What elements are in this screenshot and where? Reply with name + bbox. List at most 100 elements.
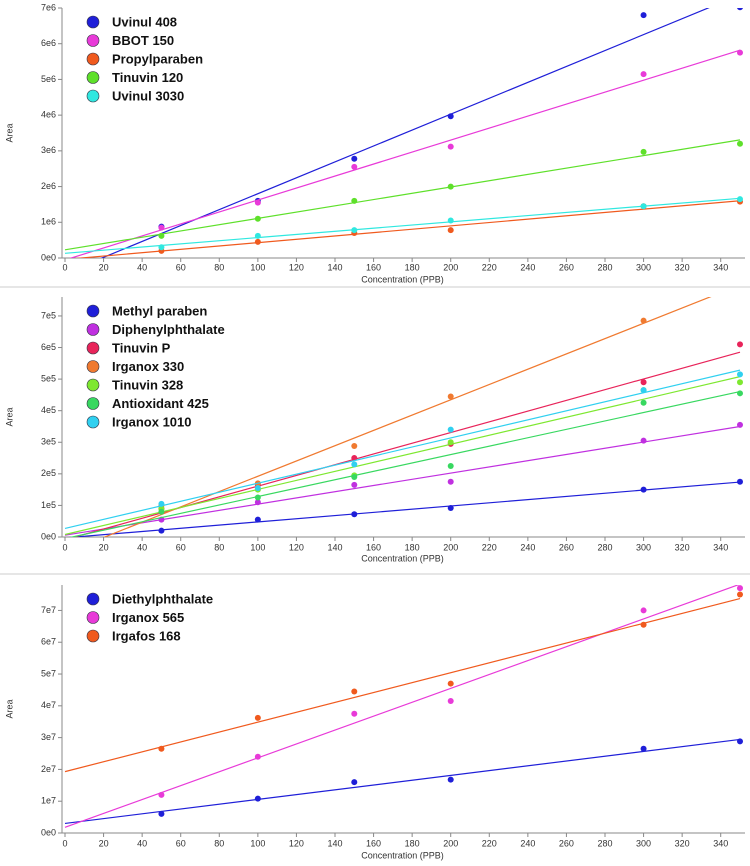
- legend-marker: [86, 89, 100, 103]
- data-point: [447, 504, 454, 511]
- legend-label: Irgafos 168: [112, 628, 181, 643]
- data-point: [351, 474, 358, 480]
- legend-marker: [86, 397, 100, 410]
- data-point: [254, 795, 261, 802]
- x-tick-label: 120: [289, 542, 304, 552]
- x-tick-label: 300: [636, 542, 651, 552]
- data-point: [737, 591, 743, 598]
- x-tick-label: 300: [636, 838, 651, 848]
- data-point: [254, 494, 261, 501]
- y-tick-label: 6e7: [41, 637, 56, 647]
- x-tick-label: 80: [214, 262, 224, 272]
- data-point: [351, 455, 358, 462]
- data-point: [254, 199, 261, 206]
- legend-label: Diphenylphthalate: [112, 322, 225, 337]
- data-point: [737, 421, 743, 428]
- data-point: [351, 511, 358, 518]
- legend-label: Uvinul 408: [112, 14, 177, 29]
- y-axis-label: Area: [4, 123, 14, 142]
- data-point: [737, 49, 743, 56]
- data-point: [447, 227, 454, 234]
- y-tick-label: 7e5: [41, 310, 56, 320]
- legend-marker: [86, 592, 100, 606]
- y-tick-label: 3e6: [41, 145, 56, 155]
- y-tick-label: 4e5: [41, 405, 56, 415]
- data-point: [447, 183, 454, 190]
- fit-line: [74, 200, 741, 258]
- x-tick-label: 260: [559, 542, 574, 552]
- data-point: [640, 387, 647, 394]
- y-tick-label: 5e5: [41, 373, 56, 383]
- data-point: [158, 508, 165, 515]
- x-tick-label: 40: [137, 838, 147, 848]
- y-tick-label: 1e6: [41, 217, 56, 227]
- legend-label: Tinuvin 120: [112, 70, 183, 85]
- x-tick-label: 240: [520, 542, 535, 552]
- data-point: [254, 215, 261, 222]
- y-tick-label: 2e6: [41, 181, 56, 191]
- legend-marker: [86, 34, 100, 47]
- x-tick-label: 160: [366, 838, 381, 848]
- legend-label: Irganox 1010: [112, 414, 192, 429]
- x-tick-label: 180: [405, 262, 420, 272]
- y-axis-label: Area: [4, 699, 14, 718]
- y-tick-label: 2e7: [41, 764, 56, 774]
- legend-marker: [86, 304, 100, 318]
- y-axis-label: Area: [4, 407, 14, 426]
- x-tick-label: 40: [137, 262, 147, 272]
- legend-marker: [86, 611, 100, 624]
- y-tick-label: 6e5: [41, 342, 56, 352]
- legend-marker: [86, 415, 100, 429]
- x-tick-label: 140: [327, 838, 342, 848]
- legend-label: Tinuvin 328: [112, 377, 183, 392]
- fit-line: [64, 597, 741, 773]
- legend-label: Uvinul 3030: [112, 88, 184, 103]
- data-point: [447, 426, 454, 433]
- data-point: [351, 710, 358, 717]
- y-tick-label: 7e7: [41, 605, 56, 615]
- fit-line: [68, 481, 741, 537]
- data-point: [351, 155, 358, 162]
- data-point: [447, 113, 454, 120]
- data-point: [640, 399, 647, 406]
- x-tick-label: 20: [99, 838, 109, 848]
- fit-line: [64, 369, 741, 530]
- fit-line: [64, 139, 741, 251]
- y-tick-label: 3e5: [41, 437, 56, 447]
- data-point: [254, 714, 261, 721]
- plot-area: [64, 297, 743, 537]
- x-tick-label: 0: [62, 262, 67, 272]
- x-tick-label: 0: [62, 542, 67, 552]
- plot-area: [64, 8, 743, 258]
- data-point: [158, 791, 165, 798]
- x-tick-label: 240: [520, 838, 535, 848]
- data-point: [158, 527, 165, 534]
- plot-area: [64, 585, 743, 828]
- x-tick-label: 0: [62, 838, 67, 848]
- data-point: [737, 140, 743, 147]
- x-tick-label: 120: [289, 262, 304, 272]
- data-point: [158, 810, 165, 817]
- x-tick-label: 200: [443, 838, 458, 848]
- data-point: [640, 379, 647, 386]
- x-tick-label: 220: [482, 838, 497, 848]
- data-point: [351, 461, 358, 468]
- fit-line: [64, 425, 741, 536]
- legend-marker: [86, 360, 100, 373]
- legend-label: Irganox 565: [112, 610, 184, 625]
- data-point: [254, 238, 261, 245]
- x-axis-label: Concentration (PPB): [361, 850, 444, 860]
- data-point: [640, 486, 647, 493]
- data-point: [254, 499, 261, 506]
- data-point: [158, 745, 165, 752]
- x-tick-label: 280: [597, 542, 612, 552]
- x-tick-label: 180: [405, 542, 420, 552]
- x-tick-label: 100: [250, 542, 265, 552]
- data-point: [254, 753, 261, 760]
- legend-marker: [86, 341, 100, 355]
- y-tick-label: 3e7: [41, 732, 56, 742]
- x-tick-label: 160: [366, 262, 381, 272]
- data-point: [447, 680, 454, 687]
- data-point: [640, 437, 647, 444]
- legend-marker: [86, 629, 100, 643]
